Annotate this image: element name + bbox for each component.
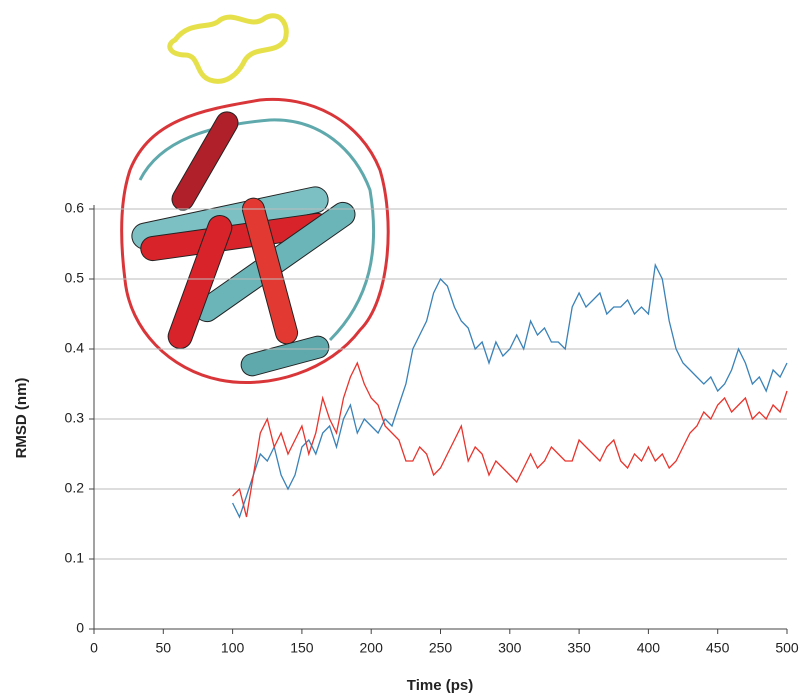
x-tick-label: 200: [360, 640, 384, 656]
y-tick-label: 0.1: [65, 550, 85, 566]
y-tick-label: 0.2: [65, 480, 85, 496]
x-tick-label: 400: [637, 640, 661, 656]
y-axis-title: RMSD (nm): [13, 378, 30, 459]
series-line: [232, 361, 788, 518]
helix: [167, 214, 233, 350]
x-tick-label: 450: [706, 640, 730, 656]
x-tick-label: 100: [221, 640, 245, 656]
ligand-ribbon: [167, 13, 289, 84]
y-tick-label: 0.3: [65, 410, 85, 426]
x-tick-label: 50: [156, 640, 172, 656]
series-line: [232, 262, 788, 519]
x-tick-label: 350: [567, 640, 591, 656]
x-tick-label: 150: [290, 640, 314, 656]
helix: [171, 111, 239, 211]
protein-illustration: [120, 13, 390, 385]
protein-loop: [138, 118, 376, 342]
x-tick-label: 250: [429, 640, 453, 656]
protein-loop: [120, 97, 390, 385]
x-tick-label: 0: [90, 640, 98, 656]
y-tick-label: 0: [76, 620, 84, 636]
x-tick-label: 300: [498, 640, 522, 656]
x-axis-title: Time (ps): [407, 677, 473, 694]
y-tick-label: 0.6: [65, 200, 85, 216]
helix: [240, 335, 330, 377]
x-tick-label: 500: [775, 640, 799, 656]
y-tick-label: 0.4: [65, 340, 85, 356]
y-tick-label: 0.5: [65, 270, 85, 286]
